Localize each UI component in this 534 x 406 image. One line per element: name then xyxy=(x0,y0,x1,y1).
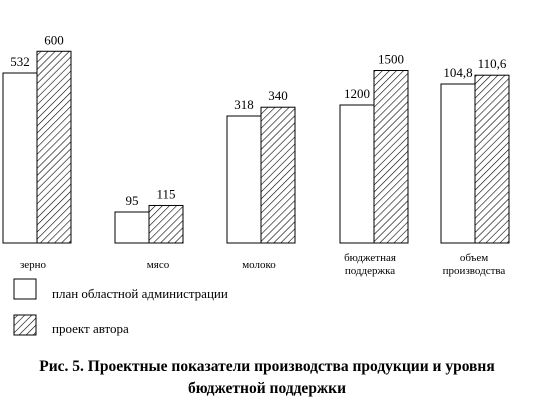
legend-label-plan: план областной администрации xyxy=(52,286,228,301)
bars-layer xyxy=(2,50,510,244)
bar-plan-3 xyxy=(339,104,375,244)
data-label-plan-2: 318 xyxy=(234,97,254,112)
bar-plan-4 xyxy=(440,83,476,244)
data-label-author-4: 110,6 xyxy=(478,56,507,71)
bar-author-2 xyxy=(260,106,296,244)
bar-author-3 xyxy=(373,70,409,244)
bar-author-4 xyxy=(474,74,510,244)
legend-label-author: проект автора xyxy=(52,321,129,336)
data-label-plan-4: 104,8 xyxy=(443,65,472,80)
legend: план областной администрации проект авто… xyxy=(13,278,228,336)
category-label-3-line-0: бюджетная xyxy=(344,252,396,264)
figure-caption-line-1: Рис. 5. Проектные показатели производств… xyxy=(39,358,495,375)
data-label-author-1: 115 xyxy=(156,186,175,201)
data-label-plan-3: 1200 xyxy=(344,86,370,101)
legend-swatch-plan xyxy=(13,278,37,300)
category-label-2: молоко xyxy=(242,259,276,271)
legend-swatch-author xyxy=(13,314,37,336)
data-label-author-0: 600 xyxy=(44,32,64,47)
category-label-4-line-1: производства xyxy=(443,265,506,277)
category-label-3-line-1: поддержка xyxy=(345,265,395,277)
bar-author-0 xyxy=(36,50,72,244)
bar-plan-1 xyxy=(114,211,150,244)
data-label-plan-1: 95 xyxy=(126,193,139,208)
category-label-0: зерно xyxy=(20,259,47,271)
bar-plan-0 xyxy=(2,72,38,244)
data-label-author-2: 340 xyxy=(268,88,288,103)
value-labels-layer: 532 600 95 115 318 340 1200 1500 104,8 110,6 xyxy=(10,32,507,208)
bar-plan-2 xyxy=(226,115,262,244)
category-label-4-line-0: объем xyxy=(460,252,488,264)
data-label-plan-0: 532 xyxy=(10,54,30,69)
data-label-author-3: 1500 xyxy=(378,52,404,67)
figure-caption-line-2: бюджетной поддержки xyxy=(188,380,346,397)
bar-author-1 xyxy=(148,204,184,244)
category-label-1: мясо xyxy=(147,259,170,271)
